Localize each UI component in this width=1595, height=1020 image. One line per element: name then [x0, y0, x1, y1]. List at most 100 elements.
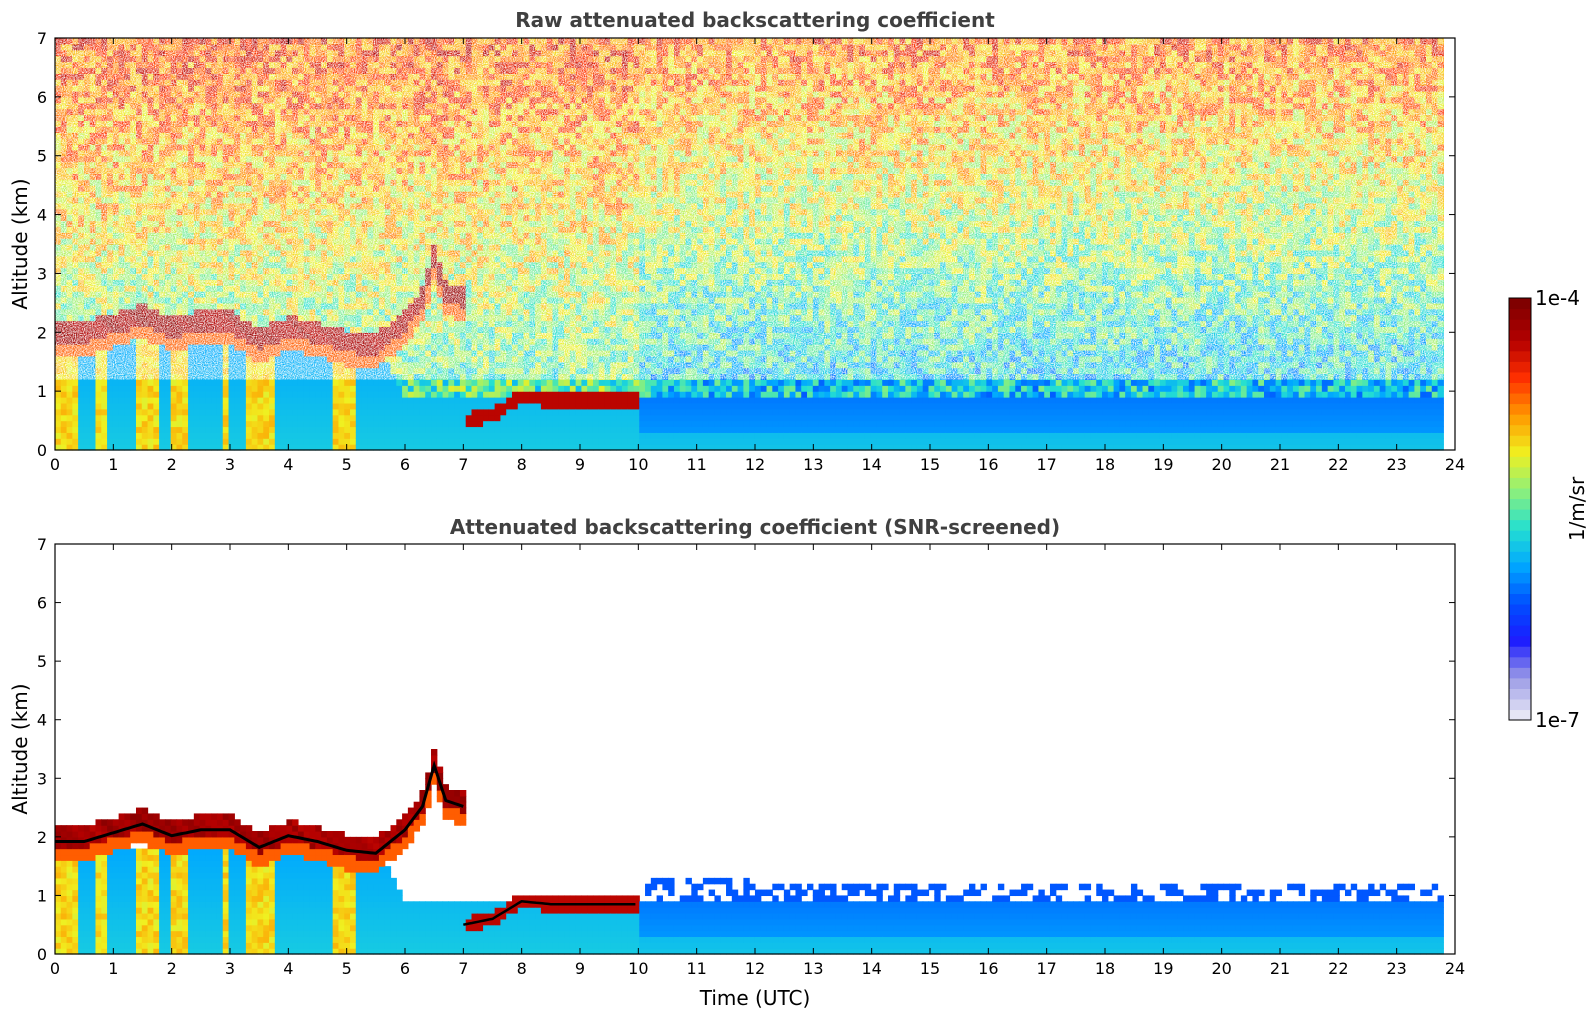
heatmap-cell [431, 397, 438, 404]
heatmap-cell [373, 385, 380, 392]
heatmap-cell [321, 379, 328, 386]
heatmap-cell [193, 391, 201, 398]
heatmap-cell [72, 414, 79, 422]
heatmap-cell [419, 391, 426, 398]
heatmap-cell [344, 426, 351, 433]
heatmap-cell [309, 438, 316, 445]
heatmap-cell [72, 385, 79, 392]
heatmap-cell [205, 391, 212, 398]
heatmap-cell [396, 397, 403, 404]
heatmap-cell [251, 414, 259, 422]
heatmap-cell [454, 408, 461, 416]
heatmap-cell [141, 397, 149, 404]
heatmap-cell [338, 444, 345, 451]
heatmap-cell [170, 432, 178, 439]
heatmap-cell [303, 391, 311, 398]
heatmap-cell [326, 397, 334, 404]
heatmap-cell [297, 444, 305, 451]
heatmap-cell [297, 426, 305, 433]
heatmap-cell [280, 408, 287, 416]
heatmap-cell [199, 379, 206, 386]
heatmap-cell [135, 379, 143, 386]
heatmap-cell [176, 444, 183, 451]
heatmap-cell [222, 379, 230, 386]
heatmap-cell [234, 414, 241, 422]
heatmap-cell [384, 432, 392, 439]
heatmap-cell [326, 444, 334, 451]
heatmap-cell [309, 420, 316, 428]
heatmap-cell [269, 444, 276, 451]
heatmap-cell [454, 397, 461, 404]
heatmap-cell [205, 402, 212, 410]
heatmap-cell [170, 414, 178, 422]
heatmap-cell [442, 432, 449, 439]
heatmap-cell [425, 402, 432, 410]
heatmap-cell [199, 414, 206, 422]
heatmap-cell [101, 444, 108, 451]
heatmap-cell [205, 420, 212, 428]
heatmap-cell [60, 391, 68, 398]
heatmap-cell [436, 420, 444, 428]
heatmap-cell [170, 420, 178, 428]
heatmap-cell [332, 402, 340, 410]
heatmap-cell [141, 391, 149, 398]
heatmap-cell [431, 385, 438, 392]
heatmap-cell [297, 420, 305, 428]
heatmap-cell [211, 426, 218, 433]
heatmap-cell [326, 438, 334, 445]
heatmap-cell [303, 379, 311, 386]
heatmap-cell [182, 432, 189, 439]
heatmap-cell [309, 414, 316, 422]
heatmap-cell [112, 402, 120, 410]
heatmap-cell [297, 432, 305, 439]
heatmap-cell [257, 426, 264, 433]
heatmap-cell [459, 426, 467, 433]
heatmap-cell [188, 385, 195, 392]
heatmap-cell [361, 420, 368, 428]
heatmap-cell [101, 402, 108, 410]
heatmap-cell [66, 420, 73, 428]
heatmap-cell [176, 402, 183, 410]
heatmap-cell [326, 414, 334, 422]
heatmap-cell [107, 438, 114, 445]
heatmap-cell [321, 438, 328, 445]
heatmap-cell [419, 414, 426, 422]
heatmap-cell [89, 408, 97, 416]
heatmap-cell [350, 402, 357, 410]
heatmap-cell [257, 432, 264, 439]
heatmap-cell [118, 408, 126, 416]
heatmap-cell [89, 397, 97, 404]
heatmap-cell [78, 420, 85, 428]
heatmap-cell [269, 402, 276, 410]
heatmap-cell [355, 391, 363, 398]
heatmap-cell [222, 432, 230, 439]
heatmap-cell [367, 397, 374, 404]
heatmap-cell [251, 391, 259, 398]
heatmap-cell [245, 397, 253, 404]
heatmap-cell [321, 426, 328, 433]
heatmap-cell [459, 420, 467, 428]
heatmap-cell [390, 391, 397, 398]
heatmap-cell [112, 397, 120, 404]
heatmap-cell [182, 408, 189, 416]
heatmap-cell [222, 444, 230, 451]
heatmap-cell [257, 391, 264, 398]
heatmap-cell [153, 420, 160, 428]
heatmap-cell [159, 420, 166, 428]
heatmap-cell [274, 391, 282, 398]
heatmap-cell [176, 420, 183, 428]
heatmap-cell [459, 438, 467, 445]
heatmap-cell [292, 391, 299, 398]
heatmap-cell [83, 391, 91, 398]
heatmap-cell [107, 426, 114, 433]
heatmap-cell [419, 379, 426, 386]
heatmap-cell [407, 385, 415, 392]
heatmap-cell [170, 444, 178, 451]
heatmap-cell [107, 420, 114, 428]
heatmap-cell [182, 391, 189, 398]
heatmap-cell [413, 432, 421, 439]
heatmap-cell [234, 402, 241, 410]
heatmap-cell [303, 444, 311, 451]
heatmap-cell [78, 444, 85, 451]
heatmap-cell [286, 391, 293, 398]
